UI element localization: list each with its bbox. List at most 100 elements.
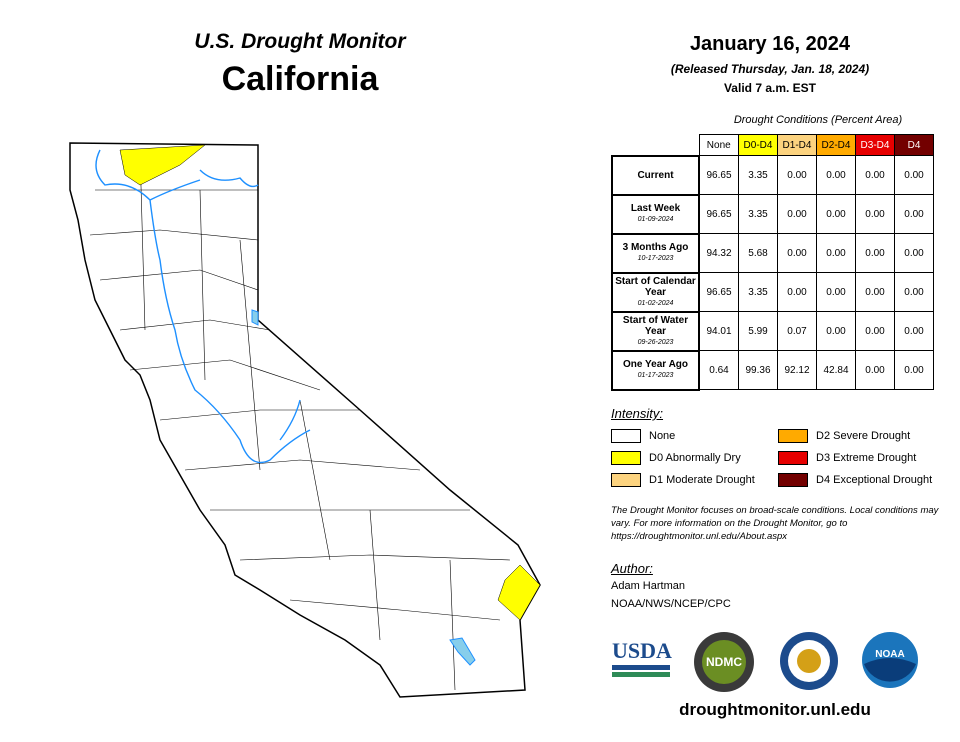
row-date: 09-26-2023 bbox=[637, 338, 674, 346]
title: U.S. Drought Monitor bbox=[194, 30, 406, 53]
row-label-text: Current bbox=[637, 169, 674, 181]
cell: 0.00 bbox=[855, 350, 895, 390]
legend-label: D4 Exceptional Drought bbox=[816, 474, 933, 486]
cell: 0.00 bbox=[855, 155, 895, 195]
row-label: Start of Calendar Year 01-02-2024 bbox=[611, 271, 700, 313]
column-header: D4 bbox=[894, 134, 934, 156]
cell: 94.01 bbox=[698, 311, 739, 351]
cell: 92.12 bbox=[777, 350, 817, 390]
conditions-table: None D0-D4 D1-D4 D2-D4 D3-D4 D4 Current 96.65 3.… bbox=[611, 134, 934, 391]
legend-title: Intensity: bbox=[611, 406, 664, 421]
usda-logo: USDA bbox=[612, 638, 672, 680]
author-org: NOAA/NWS/NCEP/CPC bbox=[611, 598, 731, 610]
note: The Drought Monitor focuses on broad-sca… bbox=[611, 505, 939, 542]
cell: 0.00 bbox=[816, 155, 856, 195]
row-label: 3 Months Ago 10-17-2023 bbox=[611, 232, 700, 274]
row-label-text: 3 Months Ago bbox=[622, 242, 689, 253]
row-label: One Year Ago 01-17-2023 bbox=[611, 349, 700, 391]
legend-swatch bbox=[611, 451, 641, 465]
legend-item: D1 Moderate Drought bbox=[611, 473, 755, 487]
legend-swatch bbox=[778, 429, 808, 443]
table-row: Last Week 01-09-2024 96.65 3.35 0.00 0.00 0.00… bbox=[611, 193, 934, 235]
cell: 96.65 bbox=[698, 272, 739, 312]
row-date: 01-02-2024 bbox=[637, 299, 674, 307]
legend-item: D2 Severe Drought bbox=[778, 429, 910, 443]
row-label: Current bbox=[611, 154, 700, 196]
date: January 16, 2024 bbox=[689, 33, 851, 55]
cell: 99.36 bbox=[738, 350, 778, 390]
column-header: D1-D4 bbox=[777, 134, 817, 156]
cell: 3.35 bbox=[738, 272, 778, 312]
column-header: D0-D4 bbox=[738, 134, 778, 156]
state-outline bbox=[69, 142, 541, 698]
row-label-text: Last Week bbox=[630, 203, 681, 214]
legend-item: None bbox=[611, 429, 675, 443]
noaa-text: NOAA bbox=[875, 649, 904, 660]
row-date: 10-17-2023 bbox=[637, 255, 674, 262]
legend-label: D1 Moderate Drought bbox=[649, 474, 755, 486]
table-caption: Drought Conditions (Percent Area) bbox=[733, 114, 903, 126]
column-header: None bbox=[698, 134, 739, 156]
table-row: One Year Ago 01-17-2023 0.64 99.36 92.12 42.8… bbox=[611, 349, 934, 391]
column-header: D2-D4 bbox=[816, 134, 856, 156]
cell: 0.00 bbox=[894, 155, 934, 195]
cell: 0.00 bbox=[894, 233, 934, 273]
noaa-logo: NOAA bbox=[862, 632, 918, 688]
d0-area bbox=[497, 564, 541, 621]
author-name: Adam Hartman bbox=[611, 580, 685, 592]
cell: 5.68 bbox=[738, 233, 778, 273]
row-label-text: Start of Water Year bbox=[622, 314, 689, 337]
table-row: Current 96.65 3.35 0.00 0.00 0.00 0.00 bbox=[611, 154, 934, 196]
cell: 0.00 bbox=[855, 233, 895, 273]
cell: 3.35 bbox=[738, 155, 778, 195]
row-label: Last Week 01-09-2024 bbox=[611, 193, 700, 235]
valid: Valid 7 a.m. EST bbox=[723, 81, 817, 95]
legend-swatch bbox=[778, 473, 808, 487]
header-row: None D0-D4 D1-D4 D2-D4 D3-D4 D4 bbox=[612, 134, 934, 156]
legend-swatch bbox=[778, 451, 808, 465]
ndmc-logo: NDMC bbox=[694, 632, 754, 692]
cell: 0.00 bbox=[816, 194, 856, 234]
row-date: 01-17-2023 bbox=[637, 372, 674, 379]
cell: 0.00 bbox=[855, 311, 895, 351]
cell: 0.00 bbox=[894, 350, 934, 390]
row-label: Start of Water Year 09-26-2023 bbox=[611, 310, 700, 352]
table-row: Start of Water Year 09-26-2023 94.01 5.99 0.… bbox=[611, 310, 934, 352]
county-lines bbox=[89, 149, 511, 691]
cell: 0.00 bbox=[894, 311, 934, 351]
cell: 0.00 bbox=[777, 194, 817, 234]
cell: 0.00 bbox=[816, 233, 856, 273]
cell: 0.64 bbox=[698, 350, 739, 390]
cell: 42.84 bbox=[816, 350, 856, 390]
table-row: Start of Calendar Year 01-02-2024 96.65 3.3… bbox=[611, 271, 934, 313]
cell: 0.00 bbox=[855, 272, 895, 312]
legend-swatch bbox=[611, 429, 641, 443]
lake bbox=[251, 309, 259, 326]
column-header: D3-D4 bbox=[855, 134, 895, 156]
cell: 96.65 bbox=[698, 194, 739, 234]
cell: 5.99 bbox=[738, 311, 778, 351]
cell: 3.35 bbox=[738, 194, 778, 234]
url: droughtmonitor.unl.edu bbox=[679, 700, 871, 719]
legend-label: D2 Severe Drought bbox=[816, 430, 911, 442]
corner bbox=[612, 135, 699, 156]
cell: 0.07 bbox=[777, 311, 817, 351]
legend-label: D3 Extreme Drought bbox=[816, 452, 917, 464]
cell: 96.65 bbox=[698, 155, 739, 195]
legend-swatch bbox=[611, 473, 641, 487]
ndmc-text: NDMC bbox=[706, 655, 742, 669]
legend-label: None bbox=[649, 430, 676, 442]
row-label-text: One Year Ago bbox=[622, 359, 689, 370]
state: California bbox=[221, 60, 379, 98]
row-date: 01-09-2024 bbox=[637, 216, 674, 223]
doc-logo bbox=[780, 632, 838, 690]
released: (Released Thursday, Jan. 18, 2024) bbox=[670, 62, 870, 76]
cell: 0.00 bbox=[894, 194, 934, 234]
usda-text: USDA bbox=[612, 638, 672, 663]
legend-label: D0 Abnormally Dry bbox=[649, 452, 741, 464]
map bbox=[69, 142, 541, 698]
cell: 94.32 bbox=[698, 233, 739, 273]
cell: 0.00 bbox=[777, 272, 817, 312]
row-label-text: Start of Calendar Year bbox=[615, 275, 696, 298]
